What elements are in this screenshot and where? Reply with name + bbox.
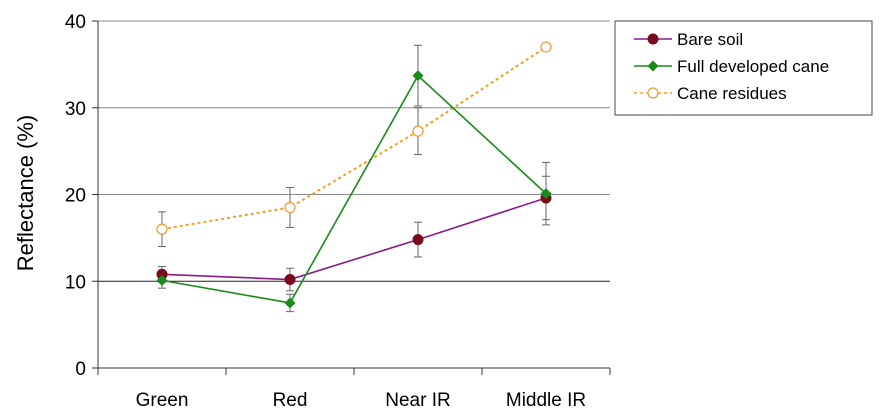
data-point <box>412 125 424 137</box>
error-bars <box>158 44 550 313</box>
legend-label: Bare soil <box>677 30 743 49</box>
data-point <box>156 223 168 235</box>
x-tick-label: Middle IR <box>506 390 586 411</box>
series-line-bare-soil <box>161 197 547 281</box>
x-tick-label: Near IR <box>385 390 450 411</box>
data-point <box>284 297 296 309</box>
y-tick-label: 20 <box>65 186 86 207</box>
x-tick-label: Green <box>136 390 189 411</box>
legend-label: Full developed cane <box>677 57 829 76</box>
y-tick-label: 40 <box>65 12 86 33</box>
y-axis-title: Reflectance (%) <box>13 115 38 272</box>
series-lines <box>161 46 547 304</box>
data-point <box>284 274 296 286</box>
x-tick-label: Red <box>273 390 308 411</box>
data-point <box>412 70 424 82</box>
legend-marker <box>647 33 659 45</box>
data-markers <box>156 41 552 309</box>
legend-marker <box>647 87 659 99</box>
data-point <box>540 41 552 53</box>
series-line-full-developed-cane <box>161 74 547 304</box>
y-tick-label: 0 <box>75 359 86 380</box>
legend-label: Cane residues <box>677 84 787 103</box>
data-point <box>284 201 296 214</box>
tick-labels: 0 10 20 30 40 Green Red Near IR Middle IR <box>65 12 586 411</box>
data-point <box>156 274 168 286</box>
y-tick-label: 30 <box>65 99 86 120</box>
gridlines <box>98 20 610 282</box>
y-tick-label: 10 <box>65 272 86 293</box>
legend-marker <box>647 60 659 72</box>
axes <box>92 20 611 375</box>
series-line-cane-residues <box>161 46 547 231</box>
data-point <box>540 188 552 200</box>
legend: Bare soil Full developed cane Cane residue… <box>614 20 873 116</box>
data-point <box>412 234 424 246</box>
